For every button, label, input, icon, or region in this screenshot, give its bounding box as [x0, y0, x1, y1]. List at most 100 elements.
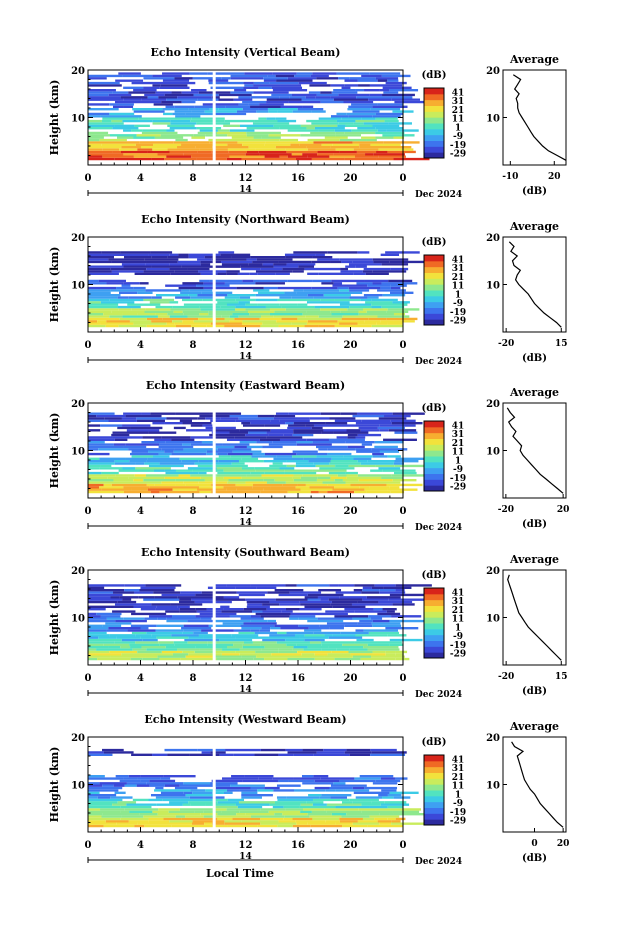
heatmap-cell: [287, 657, 315, 661]
heatmap-cell: [238, 593, 265, 597]
heatmap-cell: [252, 641, 277, 644]
heatmap-cell: [148, 431, 177, 434]
heatmap-cell: [143, 815, 176, 818]
heatmap-cell: [300, 803, 313, 806]
heatmap-cell: [182, 422, 212, 425]
heatmap-cell: [253, 136, 262, 139]
heatmap-cell: [200, 263, 211, 266]
heatmap-cell: [88, 486, 100, 489]
colorbar-swatch: [424, 260, 444, 268]
heatmap-cell: [300, 134, 336, 137]
heatmap-cell: [231, 462, 245, 465]
colorbar-swatch: [424, 801, 444, 808]
heatmap-cell: [381, 263, 409, 266]
heatmap-cell: [241, 422, 251, 425]
heatmap-cell: [334, 615, 369, 618]
heatmap-cell: [375, 146, 412, 149]
heatmap-cell: [351, 103, 378, 106]
heatmap-cell: [88, 265, 124, 268]
heatmap-cell: [378, 600, 413, 604]
heatmap-cell: [88, 286, 117, 290]
heatmap-cell: [299, 636, 329, 639]
heatmap-cell: [88, 119, 102, 123]
heatmap-cell: [131, 612, 167, 616]
heatmap-cell: [262, 638, 286, 642]
heatmap-cell: [88, 445, 124, 449]
heatmap-cell: [387, 817, 396, 821]
heatmap-cell: [199, 305, 221, 309]
heatmap-cell: [245, 433, 269, 437]
heatmap-cell: [343, 455, 373, 458]
heatmap-cell: [252, 452, 265, 456]
heatmap-cell: [288, 424, 306, 427]
heatmap-cell: [395, 584, 432, 587]
heatmap-cell: [225, 636, 236, 639]
heatmap-cell: [335, 805, 370, 809]
heatmap-cell: [254, 753, 279, 756]
heatmap-cell: [235, 586, 257, 589]
heatmap-cell: [358, 310, 367, 313]
heatmap-cell: [313, 753, 350, 756]
heatmap-cell: [152, 148, 168, 151]
heatmap-cell: [373, 608, 383, 611]
average-title: Average: [509, 220, 559, 233]
heatmap-cell: [120, 817, 149, 821]
heatmap-cell: [314, 779, 340, 783]
heatmap-cell: [159, 86, 190, 89]
heatmap-cell: [88, 320, 98, 323]
heatmap-cell: [289, 617, 299, 620]
heatmap-cell: [215, 786, 251, 790]
heatmap-cell: [210, 86, 244, 89]
heatmap-cell: [342, 479, 359, 482]
heatmap-cell: [171, 438, 195, 441]
heatmap-cell: [120, 150, 148, 154]
heatmap-cell: [284, 815, 310, 818]
heatmap-cell: [315, 96, 331, 99]
colorbar-tick-label: 1: [455, 790, 461, 800]
heatmap-cell: [344, 424, 380, 427]
heatmap-cell: [197, 131, 217, 135]
colorbar-swatch: [424, 588, 444, 595]
heatmap-cell: [133, 479, 144, 482]
heatmap-cell: [332, 488, 365, 491]
heatmap-cell: [206, 452, 218, 456]
heatmap-cell: [159, 643, 175, 646]
heatmap-cell: [377, 79, 388, 82]
heatmap-cell: [255, 294, 280, 297]
heatmap-cell: [221, 810, 240, 813]
heatmap-cell: [137, 822, 156, 825]
heatmap-cell: [130, 452, 159, 456]
heatmap-cell: [365, 153, 374, 156]
heatmap-cell: [345, 265, 356, 268]
heatmap-cell: [285, 748, 303, 752]
heatmap-cell: [333, 431, 369, 434]
heatmap-cell: [140, 779, 150, 783]
heatmap-cell: [266, 436, 303, 439]
heatmap-cell: [302, 153, 318, 156]
heatmap-cell: [328, 598, 363, 601]
heatmap-cell: [270, 627, 281, 630]
heatmap-cell: [352, 324, 372, 328]
heatmap-cell: [150, 794, 186, 797]
heatmap-cell: [274, 589, 304, 592]
heatmap-cell: [133, 591, 154, 594]
heatmap-cell: [382, 93, 415, 97]
panel-4: Echo Intensity (Southward Beam)2010Heigh…: [48, 546, 568, 700]
heatmap-cell: [88, 591, 114, 594]
heatmap-cell: [339, 820, 358, 823]
heatmap-cell: [245, 813, 275, 816]
colorbar-tick-label: 11: [452, 448, 465, 458]
heatmap-cell: [294, 634, 305, 637]
heatmap-cell: [242, 467, 255, 470]
heatmap-cell: [205, 789, 227, 792]
heatmap-cell: [101, 815, 122, 818]
heatmap-cell: [349, 753, 371, 756]
heatmap-cell: [110, 796, 133, 799]
heatmap-cell: [239, 429, 271, 432]
heatmap-cell: [321, 431, 334, 434]
heatmap-cell: [224, 119, 255, 123]
heatmap-cell: [353, 272, 366, 275]
heatmap-cell: [221, 77, 231, 80]
